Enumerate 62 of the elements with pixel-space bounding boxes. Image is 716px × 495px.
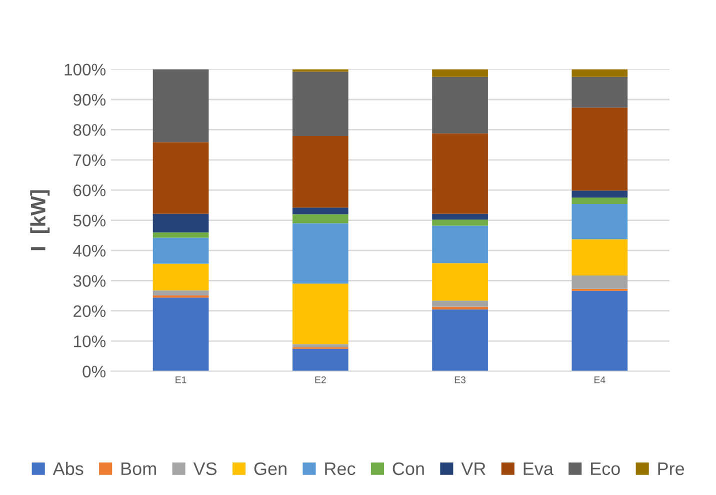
bar [572, 276, 628, 289]
bar [152, 295, 209, 298]
legend-label: VR [461, 462, 486, 475]
bar [572, 290, 628, 372]
legend-label: Abs [52, 462, 84, 476]
y-axis-title: I [kW] [30, 190, 50, 250]
bar [292, 223, 348, 284]
bar [152, 264, 209, 290]
bar [432, 76, 488, 134]
bar [152, 232, 209, 238]
bar [432, 69, 488, 77]
bar [152, 69, 209, 142]
y-tick-label: 20% [74, 305, 106, 318]
bar [572, 239, 628, 276]
bar [292, 344, 348, 348]
bar [432, 214, 488, 220]
bar [292, 72, 348, 136]
legend-label: Rec [325, 462, 356, 476]
bar [152, 214, 209, 232]
bar [572, 76, 628, 108]
legend-label: Bom [122, 462, 156, 476]
bar [292, 348, 348, 372]
bar [292, 214, 348, 224]
y-tick-label: 10% [74, 335, 106, 348]
legend-label: Gen [254, 462, 286, 476]
bar [152, 142, 209, 214]
bar [432, 133, 488, 214]
legend-label: Eva [524, 462, 554, 476]
bar [152, 238, 209, 264]
legend-label: Eco [591, 462, 620, 476]
bar [152, 290, 209, 296]
bar [292, 284, 348, 344]
bar [432, 226, 488, 264]
legend-label: Pre [658, 462, 684, 476]
bar [152, 298, 209, 372]
y-tick-label: 80% [73, 124, 106, 136]
bar [432, 263, 488, 301]
bar [572, 198, 628, 204]
y-tick-label: 100% [64, 64, 106, 76]
bar [432, 309, 488, 372]
bar [572, 204, 628, 240]
bar [292, 136, 348, 208]
y-tick-label: 60% [74, 184, 106, 196]
bar [432, 306, 488, 310]
y-tick-label: 40% [73, 244, 106, 257]
x-tick-label: E1 [176, 376, 186, 384]
x-tick-label: E4 [594, 376, 606, 384]
legend-label: VS [193, 462, 217, 476]
y-tick-label: 30% [73, 275, 106, 287]
y-tick-label: 50% [73, 214, 106, 226]
y-tick-label: 70% [74, 154, 106, 166]
bar [432, 220, 488, 226]
y-tick-label: 0% [82, 366, 106, 378]
bar [572, 190, 628, 198]
bar [432, 300, 488, 307]
bar [572, 69, 628, 77]
y-tick-label: 90% [74, 94, 106, 106]
x-tick-label: E2 [315, 376, 326, 384]
legend-label: Con [392, 462, 424, 476]
x-tick-label: E3 [454, 376, 466, 384]
bar [572, 108, 628, 191]
bar [292, 208, 348, 214]
